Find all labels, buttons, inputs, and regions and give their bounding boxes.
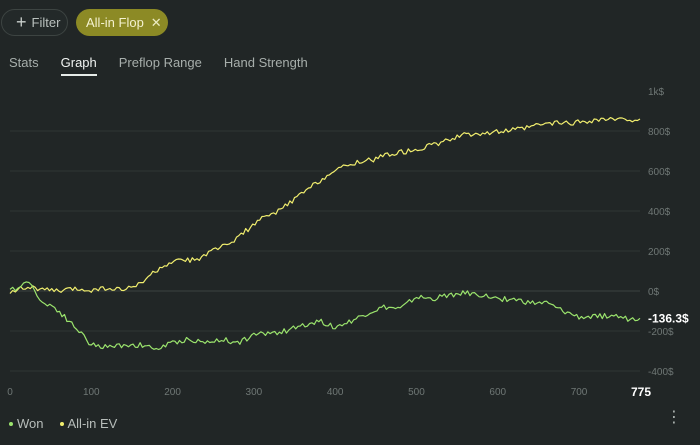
y-tick-label: 800$ xyxy=(648,127,671,138)
close-icon[interactable]: ✕ xyxy=(150,14,162,30)
final-value-label: -136.3$ xyxy=(648,311,689,325)
chart-legend: Won All-in EV xyxy=(9,416,117,431)
x-axis-ticks: 0 100 200 300 400 500 600 700 775 xyxy=(7,385,651,399)
tab-stats[interactable]: Stats xyxy=(9,55,39,70)
x-tick-label: 0 xyxy=(7,387,13,398)
legend-item-won[interactable]: Won xyxy=(9,416,44,431)
add-filter-button[interactable]: + Filter xyxy=(1,9,68,36)
legend-ev-label: All-in EV xyxy=(67,416,118,431)
x-tick-label: 100 xyxy=(83,387,100,398)
tab-bar: Stats Graph Preflop Range Hand Strength xyxy=(9,55,330,76)
add-filter-label: Filter xyxy=(31,15,61,30)
y-axis-ticks: 1k$ 800$ 600$ 400$ 200$ 0$ -200$ -400$ xyxy=(648,87,674,378)
y-tick-label: 0$ xyxy=(648,287,660,298)
active-filter-label: All-in Flop xyxy=(86,15,144,30)
x-tick-label: 600 xyxy=(489,387,506,398)
x-tick-label: 700 xyxy=(571,387,588,398)
tab-hand-strength[interactable]: Hand Strength xyxy=(223,55,308,70)
x-tick-label: 200 xyxy=(164,387,181,398)
legend-item-ev[interactable]: All-in EV xyxy=(59,416,118,431)
chart-series xyxy=(9,117,641,351)
y-tick-label: -200$ xyxy=(648,327,674,338)
x-end-label: 775 xyxy=(631,385,651,399)
x-tick-label: 500 xyxy=(408,387,425,398)
profit-graph[interactable]: 1k$ 800$ 600$ 400$ 200$ 0$ -200$ -400$ 0 100 200 3… xyxy=(0,80,700,400)
series-line-all-in-ev xyxy=(9,117,641,294)
y-tick-label: 200$ xyxy=(648,247,671,258)
y-tick-label: 400$ xyxy=(648,207,671,218)
legend-won-label: Won xyxy=(17,416,44,431)
series-line-won xyxy=(9,281,641,351)
chart-end-labels: -136.3$ xyxy=(648,311,689,325)
x-tick-label: 400 xyxy=(327,387,344,398)
y-tick-label: 600$ xyxy=(648,167,671,178)
won-legend-dot xyxy=(9,421,13,426)
ev-legend-dot xyxy=(59,421,64,426)
plus-icon: + xyxy=(16,11,27,32)
y-tick-label: 1k$ xyxy=(648,87,665,98)
active-filter-chip[interactable]: All-in Flop ✕ xyxy=(76,9,168,36)
tab-graph[interactable]: Graph xyxy=(60,55,97,76)
more-vertical-icon[interactable]: ⋮ xyxy=(666,409,682,426)
tab-preflop-range[interactable]: Preflop Range xyxy=(118,55,202,70)
chart-grid xyxy=(10,130,640,372)
x-tick-label: 300 xyxy=(246,387,263,398)
y-tick-label: -400$ xyxy=(648,367,674,378)
